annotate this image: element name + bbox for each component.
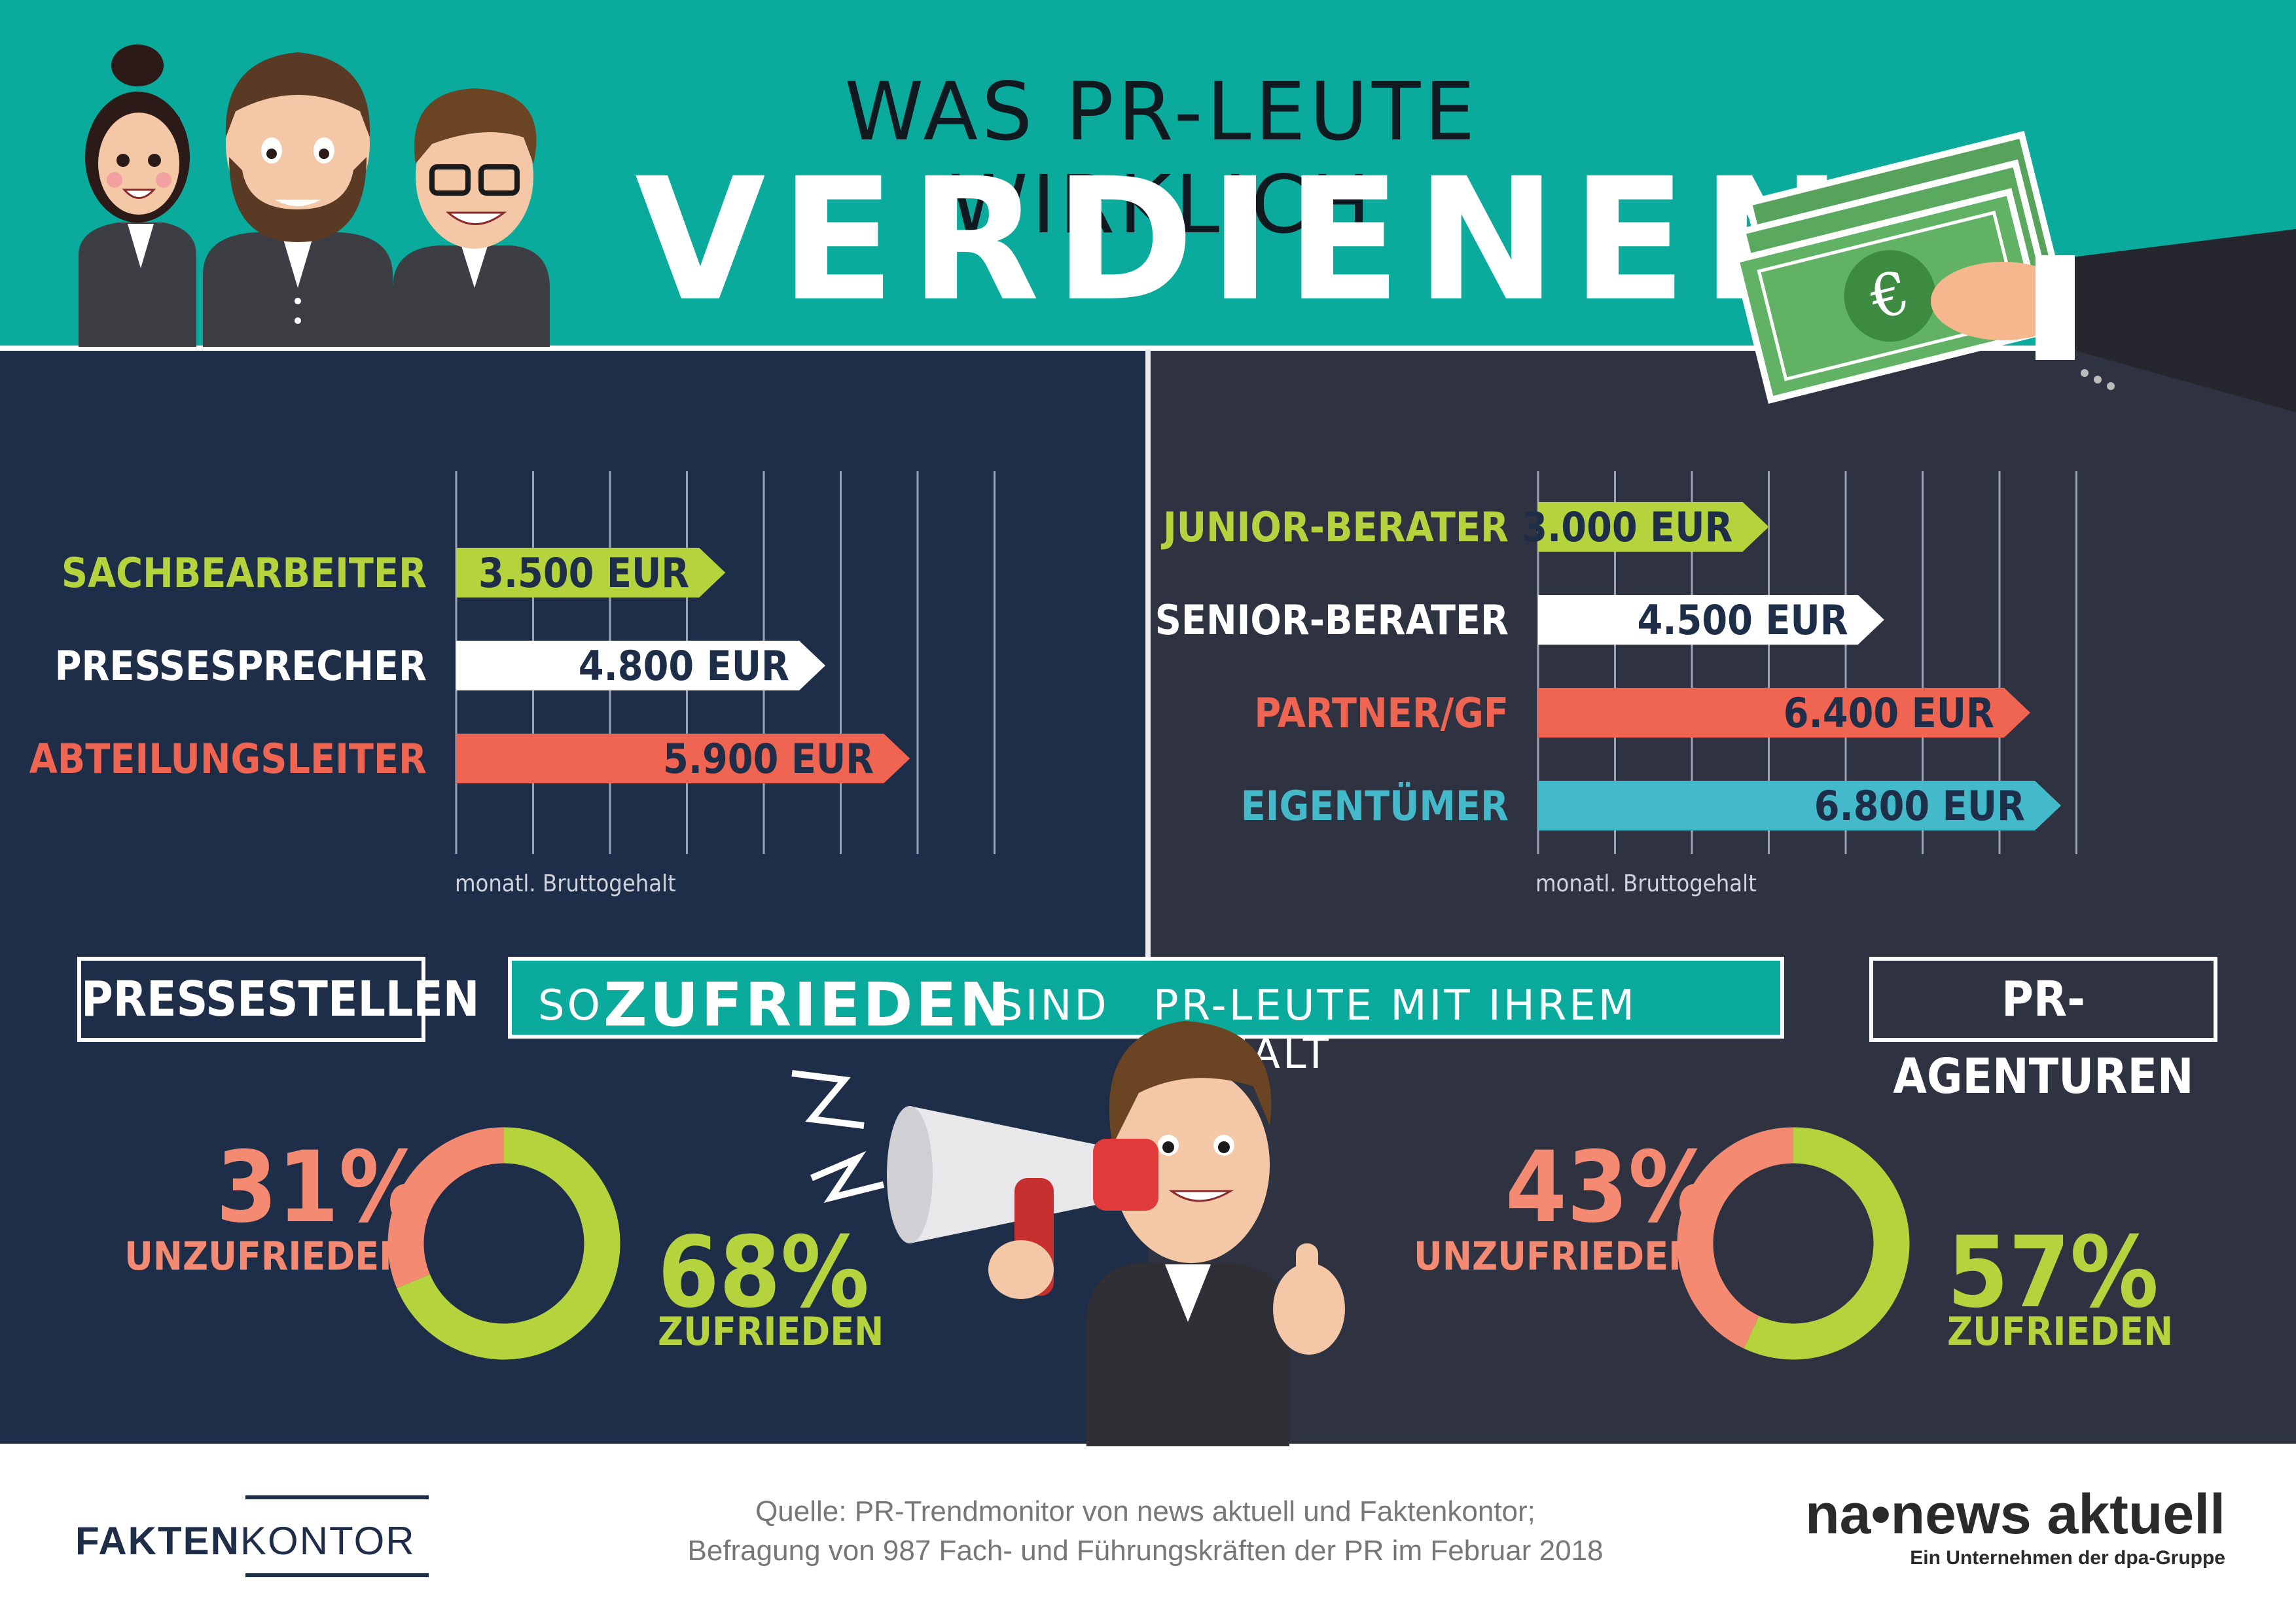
zufrieden-label-right: ZUFRIEDEN <box>1947 1309 2174 1355</box>
unzufrieden-label-right: UNZUFRIEDEN <box>1414 1234 1698 1279</box>
unzufrieden-value-right: 43% <box>1505 1131 1717 1245</box>
source-note: Quelle: PR-Trendmonitor von news aktuell… <box>628 1492 1662 1571</box>
zufrieden-value-right: 57% <box>1947 1216 2159 1330</box>
bar-value-label: 4.800 EUR <box>579 642 789 690</box>
bar-chart-pr-agenturen: 3.000 EUR JUNIOR-BERATER 4.500 EUR SENIOR-B… <box>1155 471 2077 854</box>
source-line-2: Befragung von 987 Fach- und Führungskräf… <box>687 1535 1604 1567</box>
unzufrieden-value-left: 31% <box>216 1131 427 1245</box>
logo-faktenkontor: FAKTENKONTOR <box>75 1495 507 1577</box>
page-title-line1: WAS PR-LEUTE WIRKLICH <box>844 65 1479 251</box>
donut-slice-unzufrieden <box>1677 1127 1910 1360</box>
category-label: EIGENTÜMER <box>1241 782 1509 830</box>
donut-chart-pr-agenturen <box>1677 1127 1910 1360</box>
banner-prefix: SO <box>538 982 603 1030</box>
page-title-line2: VERDIENEN <box>635 142 1857 338</box>
category-label: PRESSESPRECHER <box>55 642 427 690</box>
panel-pressestellen <box>0 349 1148 1444</box>
x-axis-label-right: monatl. Bruttogehalt <box>1535 870 1757 897</box>
bar-value-label: 3.500 EUR <box>478 549 689 597</box>
logo-right-sub: Ein Unternehmen der dpa-Gruppe <box>1910 1547 2225 1569</box>
category-label: JUNIOR-BERATER <box>1160 503 1509 551</box>
bar-value-label: 3.000 EUR <box>1522 503 1732 551</box>
category-label: SACHBEARBEITER <box>62 549 427 597</box>
logo-left-bold: FAKTEN <box>75 1519 240 1563</box>
megaphone-man-illustration <box>791 1021 1345 1446</box>
bar <box>1538 502 1769 552</box>
donut-slice-unzufrieden <box>387 1127 620 1360</box>
panel-divider <box>1145 349 1151 965</box>
bar <box>456 548 726 597</box>
logo-right-main: na•news aktuell <box>1805 1483 2225 1546</box>
category-label: PARTNER/GF <box>1254 689 1509 737</box>
category-label: ABTEILUNGSLEITER <box>29 735 427 783</box>
euro-icon <box>1844 250 1936 342</box>
bar-value-label: 6.800 EUR <box>1814 782 2025 830</box>
banner-middle: SIND <box>996 982 1109 1030</box>
category-label: SENIOR-BERATER <box>1155 596 1509 644</box>
section-label-pr-agenturen: PR-AGENTUREN <box>1869 957 2217 1105</box>
zufrieden-value-left: 68% <box>658 1216 869 1330</box>
bar <box>456 734 910 783</box>
bar-value-label: 6.400 EUR <box>1784 689 1994 737</box>
bar <box>1538 781 2061 830</box>
x-axis-label-left: monatl. Bruttogehalt <box>455 870 676 897</box>
logo-news-aktuell: na•news aktuell Ein Unternehmen der dpa-… <box>1793 1482 2225 1569</box>
source-line-1: Quelle: PR-Trendmonitor von news aktuell… <box>755 1495 1535 1527</box>
zufrieden-label-left: ZUFRIEDEN <box>658 1309 884 1355</box>
section-label-pressestellen: PRESSESTELLEN <box>77 957 480 1042</box>
money-hand-icon: € <box>1732 131 2296 412</box>
banner-highlight: ZUFRIEDEN <box>603 970 1013 1040</box>
bar-value-label: 4.500 EUR <box>1638 596 1848 644</box>
bar <box>1538 688 2030 738</box>
donut-chart-pressestellen <box>387 1127 620 1360</box>
bar-value-label: 5.900 EUR <box>663 735 874 783</box>
bar <box>1538 595 1884 645</box>
logo-frame <box>245 1495 429 1577</box>
bar-chart-pressestellen: 3.500 EUR SACHBEARBEITER 4.800 EUR PRESSESP… <box>29 471 996 854</box>
business-people-illustration <box>79 45 550 347</box>
header-divider <box>0 346 2296 351</box>
bar <box>456 641 825 690</box>
logo-left-light: KONTOR <box>240 1519 416 1563</box>
unzufrieden-label-left: UNZUFRIEDEN <box>124 1234 409 1279</box>
